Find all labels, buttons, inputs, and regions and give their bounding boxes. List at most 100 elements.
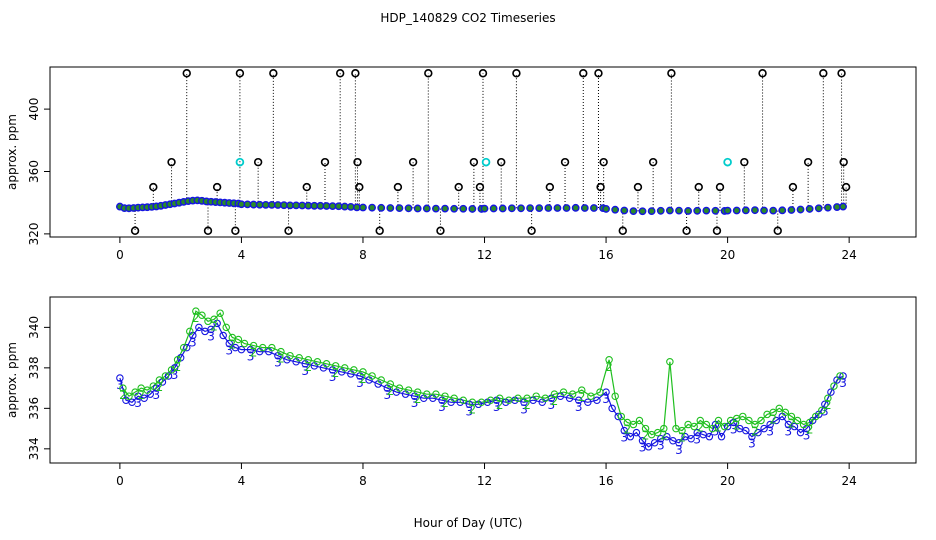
co2-point bbox=[480, 204, 489, 213]
spike-point bbox=[149, 182, 158, 192]
co2-point bbox=[526, 204, 534, 213]
co2-point bbox=[450, 204, 459, 213]
bottom-x-tick-label: 12 bbox=[477, 474, 492, 488]
series-label-2: 2 bbox=[469, 402, 477, 416]
series-point-3 bbox=[140, 394, 148, 402]
co2-point bbox=[441, 204, 449, 213]
series-point-2 bbox=[304, 356, 313, 364]
spike-point bbox=[837, 69, 846, 78]
series-point-2 bbox=[149, 382, 158, 390]
spike-point bbox=[596, 182, 605, 192]
co2-point bbox=[620, 206, 629, 215]
series-label-3: 3 bbox=[639, 441, 647, 455]
spike-point bbox=[512, 69, 521, 78]
co2-point bbox=[839, 202, 847, 211]
series-point-2 bbox=[459, 396, 467, 404]
co2-point bbox=[796, 205, 805, 214]
spike-point bbox=[320, 157, 330, 167]
co2-point bbox=[404, 204, 413, 213]
bottom-x-axis: 0 4 8 12 16 20 24 bbox=[116, 463, 857, 488]
series-point-3 bbox=[237, 345, 246, 354]
series-point-3 bbox=[748, 432, 756, 441]
series-label-2: 2 bbox=[642, 429, 650, 443]
series-label-2: 2 bbox=[387, 384, 395, 398]
series-point-2 bbox=[559, 388, 568, 396]
bottom-x-tick-label: 20 bbox=[720, 474, 735, 488]
co2-point bbox=[769, 206, 778, 215]
series-point-2 bbox=[143, 386, 151, 394]
series-point-2 bbox=[240, 339, 249, 348]
series-point-2 bbox=[617, 412, 626, 421]
co2-point bbox=[665, 206, 674, 215]
series-label-2: 2 bbox=[441, 396, 449, 410]
spike-point bbox=[424, 69, 433, 78]
series-point-2 bbox=[690, 422, 698, 431]
bottom-plot-frame bbox=[49, 296, 917, 464]
series-point-2 bbox=[769, 408, 777, 417]
co2-point bbox=[580, 204, 589, 212]
spike-point bbox=[182, 69, 191, 78]
top-y-tick-label: 360 bbox=[27, 160, 41, 183]
series-label-3: 3 bbox=[189, 335, 197, 349]
series-point-2 bbox=[450, 394, 458, 402]
spike-point bbox=[839, 157, 848, 167]
spike-point bbox=[773, 226, 782, 235]
series-point-3 bbox=[827, 388, 835, 396]
series-label-2: 2 bbox=[496, 398, 504, 412]
series-point-2 bbox=[198, 311, 206, 319]
series-point-3 bbox=[182, 343, 191, 352]
co2-point bbox=[386, 204, 395, 212]
bottom-x-tick-label: 4 bbox=[238, 474, 246, 488]
spike-point bbox=[475, 182, 485, 192]
bottom-x-tick-label: 8 bbox=[359, 474, 367, 488]
series-point-2 bbox=[757, 416, 765, 425]
series-label-2: 2 bbox=[277, 352, 285, 366]
series-point-3 bbox=[760, 424, 768, 433]
bottom-y-tick-label: 338 bbox=[27, 356, 41, 379]
co2-point bbox=[760, 206, 768, 215]
spike-point bbox=[667, 69, 676, 78]
calibration-point bbox=[235, 157, 245, 167]
series-point-2 bbox=[216, 309, 224, 317]
co2-point bbox=[571, 203, 580, 212]
co2-point bbox=[787, 206, 796, 214]
series-label-3: 3 bbox=[693, 433, 701, 447]
spike-point bbox=[682, 226, 691, 235]
series-point-3 bbox=[821, 400, 829, 409]
series-label-2: 2 bbox=[715, 420, 723, 434]
series-label-3: 3 bbox=[620, 431, 628, 445]
series-point-3 bbox=[675, 439, 683, 447]
series-point-2 bbox=[818, 406, 826, 415]
series-label-3: 3 bbox=[675, 443, 683, 457]
series-label-3: 3 bbox=[153, 388, 161, 402]
spike-point bbox=[269, 69, 278, 78]
series-label-3: 3 bbox=[329, 370, 337, 384]
series-point-2 bbox=[186, 327, 194, 336]
series-label-3: 3 bbox=[301, 364, 309, 378]
spike-point bbox=[355, 182, 364, 192]
series-label-3: 3 bbox=[575, 400, 583, 414]
spike-point bbox=[527, 226, 536, 235]
series-point-2 bbox=[222, 323, 230, 332]
series-label-2: 2 bbox=[228, 337, 236, 351]
series-label-2: 2 bbox=[769, 412, 777, 426]
top-y-tick-label: 320 bbox=[27, 222, 41, 245]
spike-point bbox=[130, 226, 140, 235]
series-point-2 bbox=[404, 386, 413, 394]
series-point-2 bbox=[331, 362, 340, 370]
series-point-2 bbox=[578, 386, 586, 394]
series-label-3: 3 bbox=[116, 378, 124, 392]
series-label-2: 2 bbox=[192, 311, 200, 325]
co2-point bbox=[751, 206, 759, 215]
co2-point bbox=[602, 205, 610, 213]
series-point-3 bbox=[717, 432, 726, 441]
figure-title: HDP_140829 CO2 Timeseries bbox=[380, 11, 555, 25]
spike-point bbox=[599, 157, 608, 167]
series-label-3: 3 bbox=[356, 376, 364, 390]
top-x-axis: 0 4 8 12 16 20 24 bbox=[116, 237, 857, 262]
series-point-2 bbox=[234, 335, 243, 344]
series-point-3 bbox=[574, 396, 583, 404]
series-point-3 bbox=[766, 420, 774, 429]
co2-point bbox=[359, 203, 367, 212]
